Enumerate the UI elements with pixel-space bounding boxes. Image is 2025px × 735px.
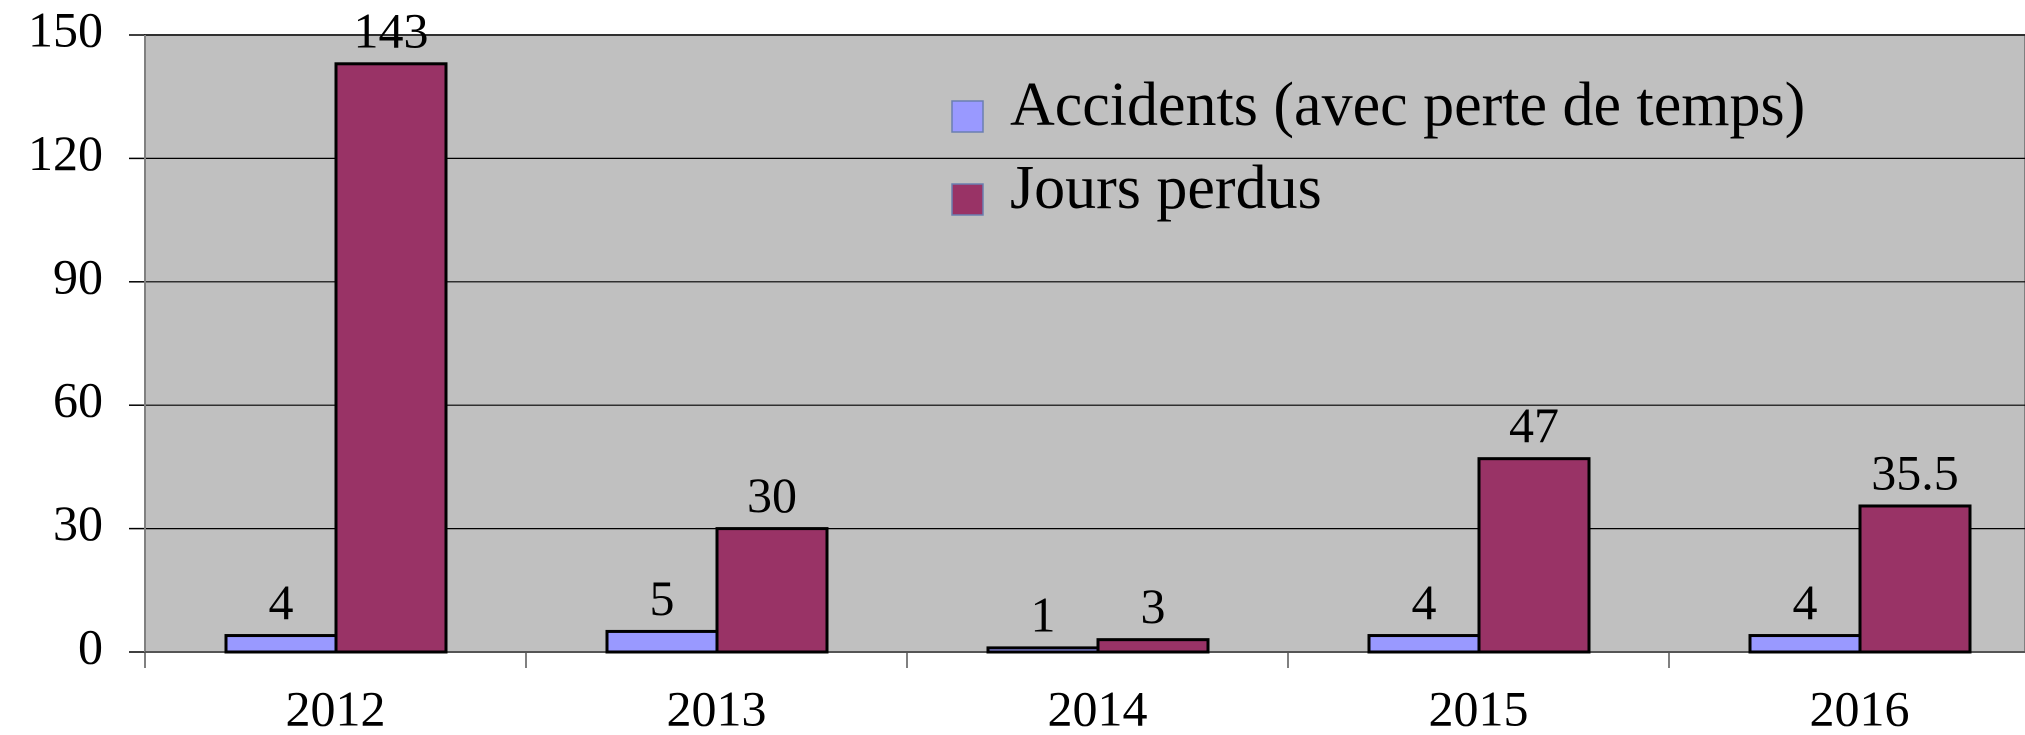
data-label: 143 xyxy=(354,2,429,58)
y-tick-label: 150 xyxy=(28,1,103,57)
bar xyxy=(1367,634,1481,654)
bar xyxy=(224,634,338,654)
bar xyxy=(334,62,448,654)
data-label: 3 xyxy=(1141,578,1166,634)
x-tick-label: 2015 xyxy=(1429,680,1529,735)
data-label: 4 xyxy=(1412,574,1437,630)
data-label: 35.5 xyxy=(1871,444,1959,500)
bar xyxy=(986,646,1100,654)
legend-swatch xyxy=(951,100,984,133)
bar xyxy=(1858,504,1972,654)
y-tick-label: 120 xyxy=(28,125,103,181)
bar xyxy=(1748,634,1862,654)
y-tick-label: 60 xyxy=(53,372,103,428)
bar xyxy=(1096,638,1210,654)
legend-label: Jours perdus xyxy=(1010,154,1322,222)
data-label: 47 xyxy=(1509,397,1559,453)
y-tick-label: 90 xyxy=(53,248,103,304)
x-tick-label: 2014 xyxy=(1048,680,1148,735)
data-label: 1 xyxy=(1031,586,1056,642)
data-label: 4 xyxy=(269,574,294,630)
x-tick-label: 2012 xyxy=(286,680,386,735)
bar xyxy=(1477,457,1591,654)
data-label: 4 xyxy=(1793,574,1818,630)
plot-area xyxy=(144,34,2025,653)
bar xyxy=(715,527,829,654)
y-tick-label: 0 xyxy=(78,618,103,674)
x-tick-label: 2016 xyxy=(1810,680,1910,735)
legend-swatch xyxy=(951,183,984,216)
bar xyxy=(605,629,719,654)
y-tick-label: 30 xyxy=(53,495,103,551)
data-label: 5 xyxy=(650,570,675,626)
data-label: 30 xyxy=(747,467,797,523)
x-tick-label: 2013 xyxy=(667,680,767,735)
legend-label: Accidents (avec perte de temps) xyxy=(1010,71,1805,139)
